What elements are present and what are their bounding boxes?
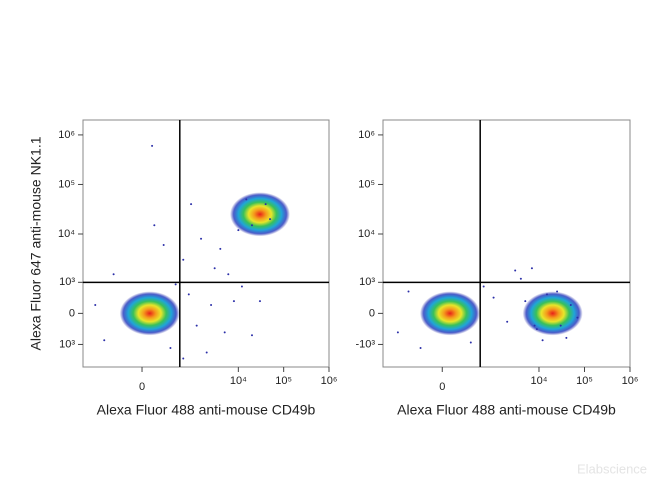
event-dot bbox=[533, 324, 536, 327]
event-dot bbox=[245, 198, 248, 201]
event-dot bbox=[559, 324, 562, 327]
event-dot bbox=[219, 247, 222, 250]
event-dot bbox=[492, 296, 495, 299]
event-dot bbox=[569, 303, 572, 306]
event-dot bbox=[182, 357, 185, 360]
y-axis-label: Alexa Fluor 647 anti-mouse NK1.1 bbox=[28, 136, 44, 350]
event-dot bbox=[103, 339, 106, 342]
x-tick-label: 0 bbox=[439, 381, 445, 393]
x-tick-label: 0 bbox=[139, 381, 145, 393]
y-tick-label: 10⁶ bbox=[58, 129, 75, 141]
event-dot bbox=[162, 243, 165, 246]
event-dot bbox=[556, 290, 559, 293]
y-tick-label: 10⁵ bbox=[58, 178, 75, 190]
event-dot bbox=[169, 347, 172, 350]
watermark: Elabscience bbox=[577, 461, 647, 476]
x-tick-label: 10⁵ bbox=[576, 375, 593, 387]
y-tick-label: 10⁴ bbox=[358, 228, 375, 240]
event-dot bbox=[565, 336, 568, 339]
y-tick-label: -10³ bbox=[355, 338, 375, 350]
event-dot bbox=[187, 293, 190, 296]
event-dot bbox=[519, 277, 522, 280]
plot-area bbox=[82, 119, 330, 368]
event-dot bbox=[396, 331, 399, 334]
x-axis-label: Alexa Fluor 488 anti-mouse CD49b bbox=[97, 402, 316, 418]
event-dot bbox=[545, 293, 548, 296]
x-tick-label: 10⁴ bbox=[530, 375, 547, 387]
density-cluster bbox=[229, 192, 290, 237]
event-dot bbox=[250, 334, 253, 337]
event-dot bbox=[94, 303, 97, 306]
event-dot bbox=[213, 267, 216, 270]
event-dot bbox=[524, 300, 527, 303]
density-cluster bbox=[419, 291, 480, 336]
event-dot bbox=[250, 224, 253, 227]
event-dot bbox=[258, 300, 261, 303]
density-cluster bbox=[119, 291, 180, 336]
y-tick-label: 10³ bbox=[59, 276, 75, 288]
event-dot bbox=[530, 267, 533, 270]
event-dot bbox=[174, 283, 177, 286]
x-tick-label: 10⁶ bbox=[622, 375, 639, 387]
event-dot bbox=[240, 285, 243, 288]
event-dot bbox=[576, 316, 579, 319]
event-dot bbox=[153, 224, 156, 227]
event-dot bbox=[112, 273, 115, 276]
x-tick-label: 10⁶ bbox=[321, 375, 338, 387]
y-tick-label: 10³ bbox=[359, 276, 375, 288]
x-tick-label: 10⁵ bbox=[275, 375, 292, 387]
y-tick-label: 10⁵ bbox=[358, 178, 375, 190]
x-tick-label: 10⁴ bbox=[230, 375, 247, 387]
y-tick-label: 0 bbox=[69, 307, 75, 319]
event-dot bbox=[264, 203, 267, 206]
event-dot bbox=[514, 269, 517, 272]
event-dot bbox=[195, 324, 198, 327]
event-dot bbox=[469, 341, 472, 344]
event-dot bbox=[237, 229, 240, 232]
event-dot bbox=[205, 351, 208, 354]
event-dot bbox=[269, 218, 272, 221]
event-dot bbox=[506, 320, 509, 323]
event-dot bbox=[151, 144, 154, 147]
y-tick-label: 10³ bbox=[59, 338, 75, 350]
event-dot bbox=[223, 331, 226, 334]
event-dot bbox=[182, 258, 185, 261]
density-cluster bbox=[522, 291, 583, 336]
x-axis-label: Alexa Fluor 488 anti-mouse CD49b bbox=[397, 402, 616, 418]
event-dot bbox=[407, 290, 410, 293]
event-dot bbox=[232, 300, 235, 303]
y-tick-label: 0 bbox=[369, 307, 375, 319]
y-tick-label: 10⁶ bbox=[358, 129, 375, 141]
event-dot bbox=[210, 303, 213, 306]
event-dot bbox=[200, 237, 203, 240]
event-dot bbox=[419, 347, 422, 350]
event-dot bbox=[227, 273, 230, 276]
event-dot bbox=[541, 339, 544, 342]
event-dot bbox=[535, 328, 538, 331]
plot-area bbox=[382, 119, 631, 368]
event-dot bbox=[482, 285, 485, 288]
event-dot bbox=[190, 203, 193, 206]
y-tick-label: 10⁴ bbox=[58, 228, 75, 240]
